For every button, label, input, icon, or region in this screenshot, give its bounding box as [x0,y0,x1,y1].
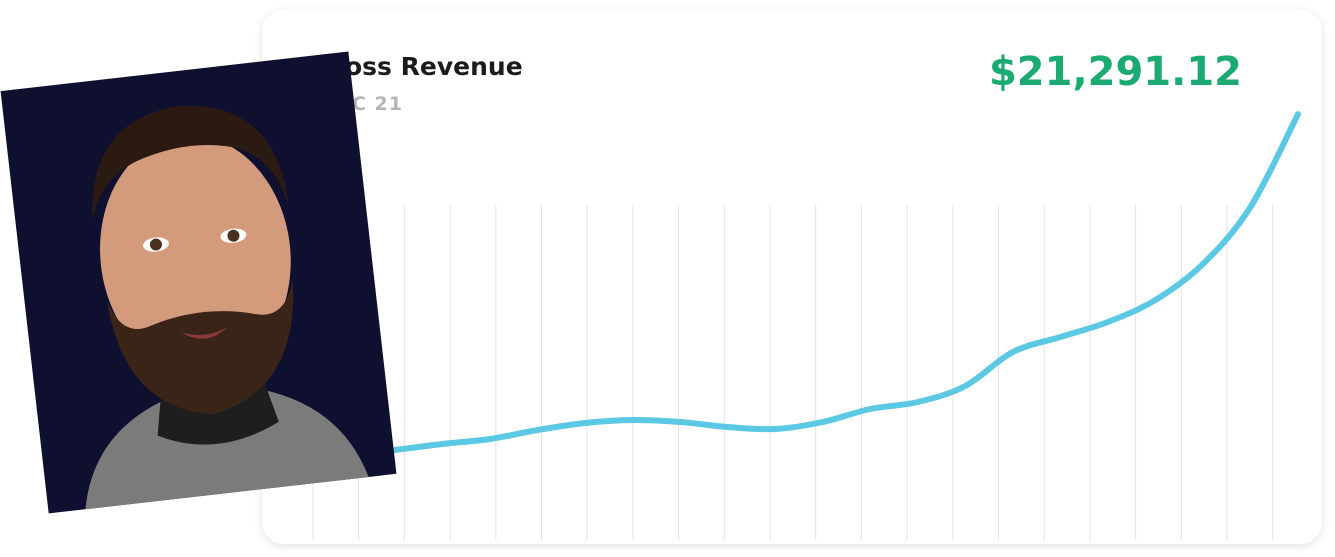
plot [392,111,1301,453]
chart-subtitle: C 21 [352,93,403,115]
revenue-line [392,111,1301,453]
card [262,10,1322,544]
presenter-photo [0,51,397,514]
grid [312,205,1274,540]
chart-title: oss Revenue [345,52,523,81]
headline-value: $21,291.12 [989,49,1242,95]
